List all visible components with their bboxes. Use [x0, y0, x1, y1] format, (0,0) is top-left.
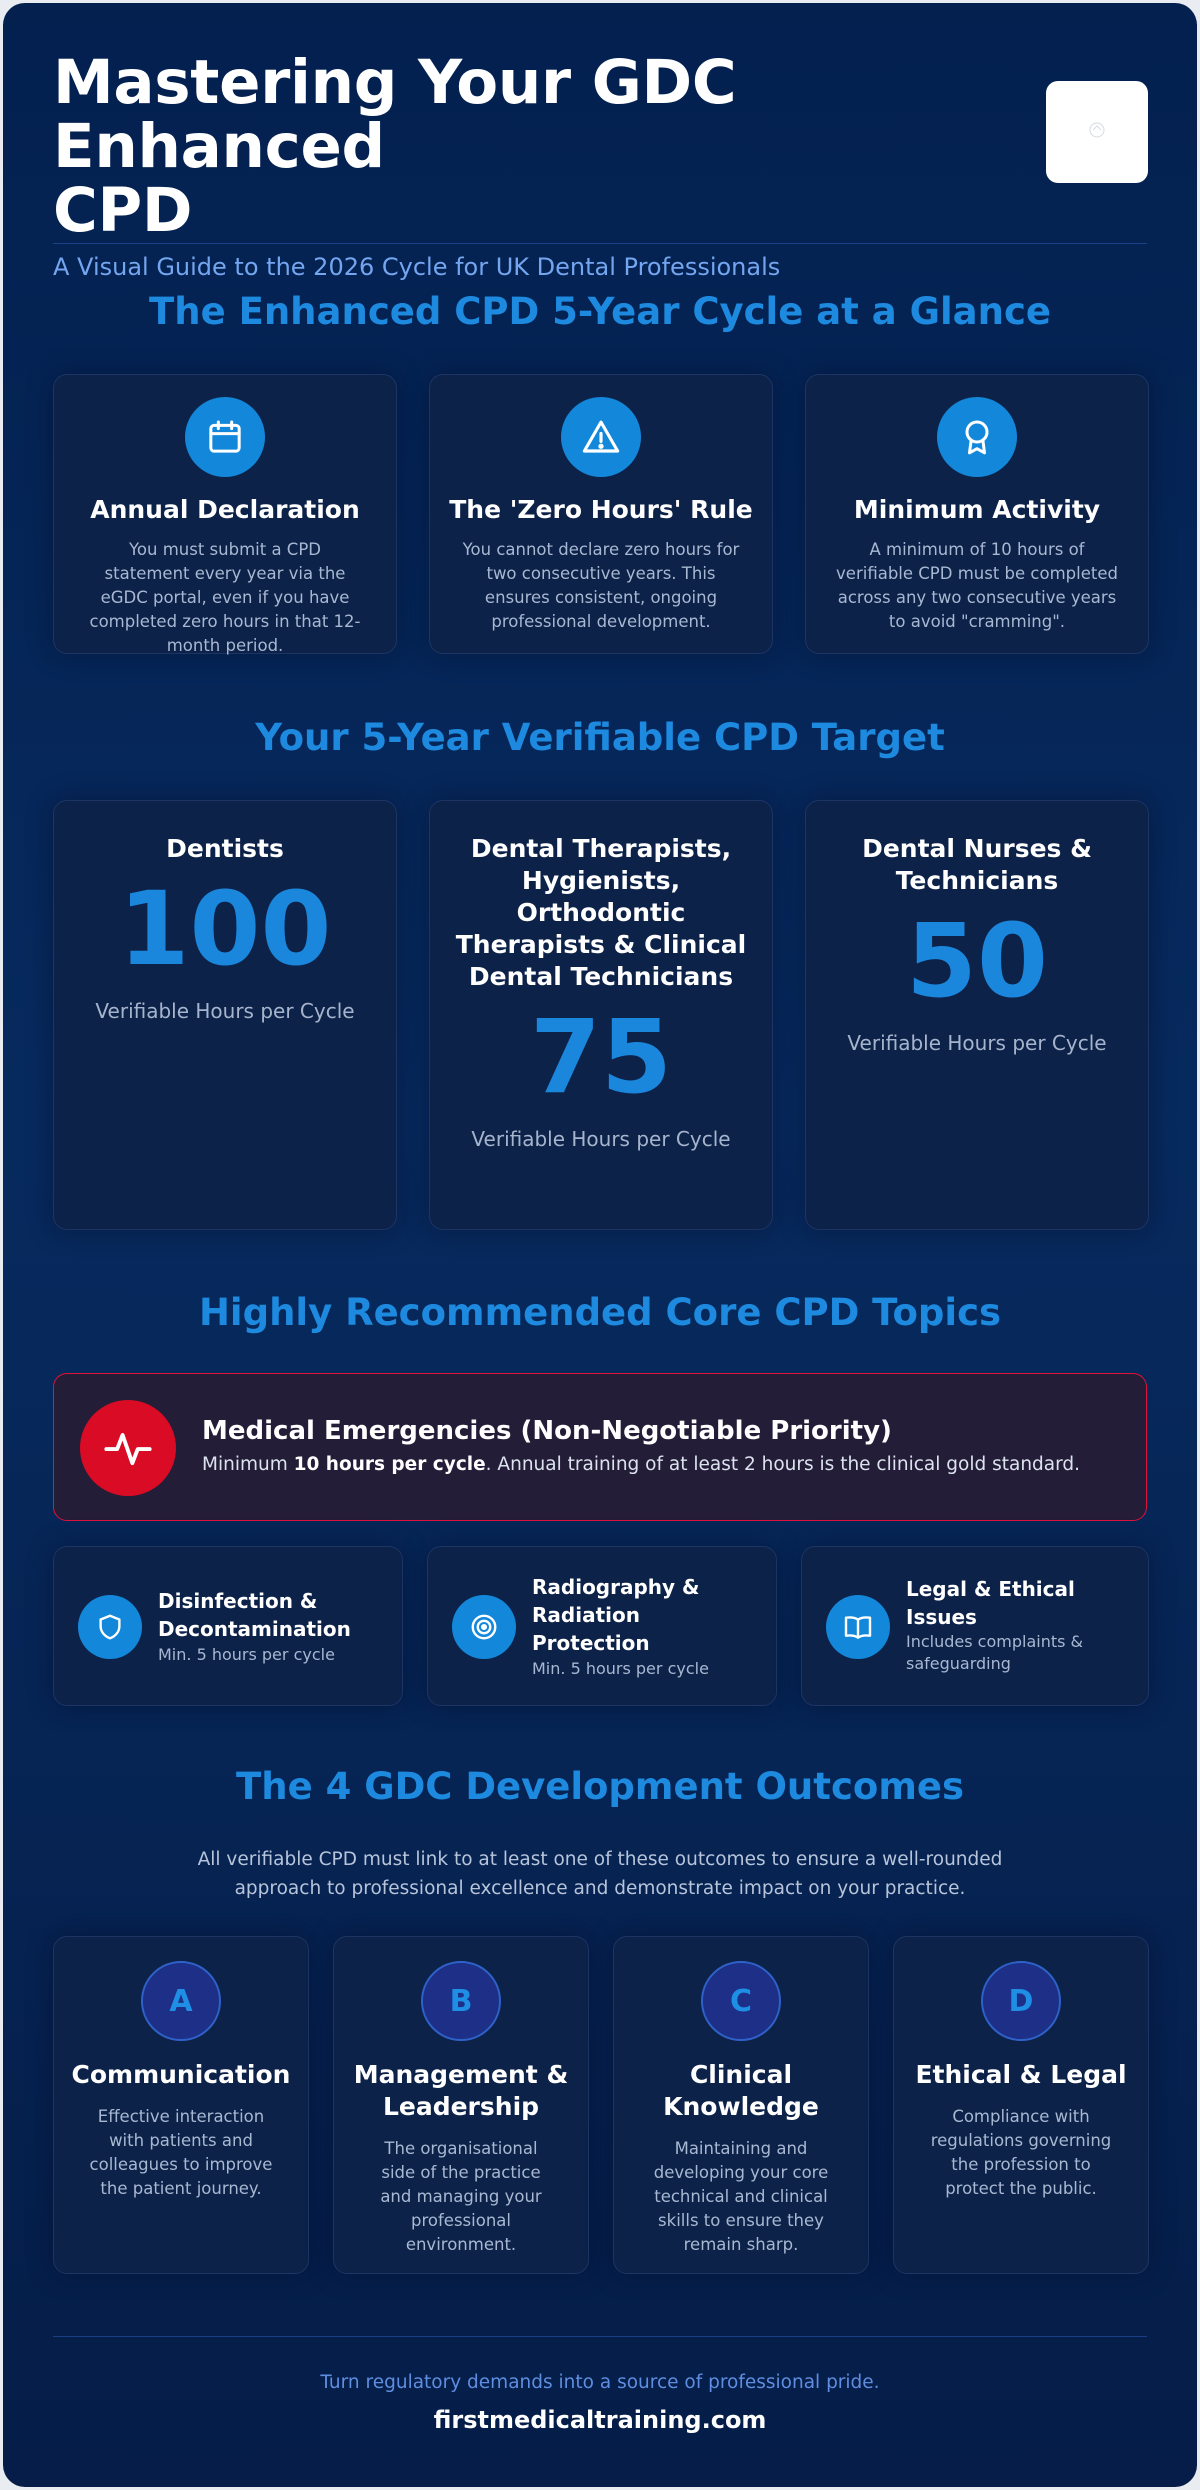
calendar-icon: [185, 397, 265, 477]
header: Mastering Your GDC Enhanced CPD A Visual…: [53, 51, 1053, 282]
warning-icon: [561, 397, 641, 477]
infographic-page: Mastering Your GDC Enhanced CPD A Visual…: [3, 3, 1197, 2487]
outcome-text: The organisational side of the practice …: [380, 2139, 542, 2254]
heartbeat-icon: [80, 1400, 176, 1496]
outcome-letter: C: [701, 1961, 781, 2041]
outcome-letter: B: [421, 1961, 501, 2041]
topic-subtitle: Min. 5 hours per cycle: [532, 1659, 709, 1678]
topic-subtitle: Includes complaints & safeguarding: [906, 1632, 1083, 1673]
outcome-letter: A: [141, 1961, 221, 2041]
cycle-card-text: You cannot declare zero hours for two co…: [462, 540, 740, 631]
emergency-desc-post: . Annual training of at least 2 hours is…: [485, 1454, 1081, 1475]
page-title-line-2: CPD: [53, 175, 193, 246]
outcome-title: Management & Leadership: [353, 2060, 569, 2121]
medical-emergencies-card: Medical Emergencies (Non-Negotiable Prio…: [53, 1373, 1147, 1521]
footer-divider: [53, 2336, 1147, 2337]
outcome-title: Clinical Knowledge: [663, 2060, 819, 2121]
emergency-title: Medical Emergencies (Non-Negotiable Prio…: [202, 1416, 892, 1446]
emergency-desc-bold: 10 hours per cycle: [293, 1454, 486, 1475]
award-icon: [937, 397, 1017, 477]
cycle-card-zero-hours: The 'Zero Hours' Rule You cannot declare…: [429, 374, 773, 654]
logo-mark-icon: [1089, 122, 1105, 138]
outcome-title: Ethical & Legal: [915, 2060, 1127, 2089]
target-role: Dental Therapists, Hygienists, Orthodont…: [455, 834, 747, 991]
outcome-text: Compliance with regulations governing th…: [930, 2107, 1112, 2198]
outcome-text: Effective interaction with patients and …: [89, 2107, 273, 2198]
targets-section-title: Your 5-Year Verifiable CPD Target: [255, 716, 945, 759]
page-subtitle: A Visual Guide to the 2026 Cycle for UK …: [53, 253, 781, 281]
target-hours-label: Verifiable Hours per Cycle: [95, 999, 355, 1023]
outcomes-intro: All verifiable CPD must link to at least…: [197, 1849, 1003, 1899]
radiation-target-icon: [452, 1595, 516, 1659]
topic-card-radiography: Radiography & Radiation Protection Min. …: [427, 1546, 777, 1706]
shield-icon: [78, 1595, 142, 1659]
topic-title: Radiography & Radiation Protection: [532, 1575, 700, 1655]
topic-card-disinfection: Disinfection & Decontamination Min. 5 ho…: [53, 1546, 403, 1706]
target-card-dentists: Dentists 100 Verifiable Hours per Cycle: [53, 800, 397, 1230]
book-icon: [826, 1595, 890, 1659]
topic-card-legal-ethical: Legal & Ethical Issues Includes complain…: [801, 1546, 1149, 1706]
footer-site-link[interactable]: firstmedicaltraining.com: [433, 2406, 767, 2434]
target-role: Dental Nurses & Technicians: [862, 834, 1092, 895]
outcome-text: Maintaining and developing your core tec…: [653, 2139, 829, 2254]
cycle-card-title: Minimum Activity: [853, 495, 1101, 524]
topic-title: Legal & Ethical Issues: [906, 1577, 1075, 1629]
header-divider: [53, 243, 1147, 244]
topic-title: Disinfection & Decontamination: [158, 1589, 351, 1641]
target-card-nurses: Dental Nurses & Technicians 50 Verifiabl…: [805, 800, 1149, 1230]
outcome-card-clinical: C Clinical Knowledge Maintaining and dev…: [613, 1936, 869, 2274]
outcome-card-communication: A Communication Effective interaction wi…: [53, 1936, 309, 2274]
cycle-card-text: A minimum of 10 hours of verifiable CPD …: [836, 540, 1118, 631]
page-title: Mastering Your GDC Enhanced CPD: [53, 51, 1053, 243]
topic-subtitle: Min. 5 hours per cycle: [158, 1645, 335, 1664]
outcome-card-ethical-legal: D Ethical & Legal Compliance with regula…: [893, 1936, 1149, 2274]
emergency-description: Minimum 10 hours per cycle. Annual train…: [202, 1454, 1080, 1475]
cycle-card-minimum-activity: Minimum Activity A minimum of 10 hours o…: [805, 374, 1149, 654]
target-role: Dentists: [166, 834, 284, 863]
target-card-therapists: Dental Therapists, Hygienists, Orthodont…: [429, 800, 773, 1230]
target-hours: 50: [906, 902, 1048, 1021]
target-hours: 75: [530, 998, 672, 1117]
target-hours-label: Verifiable Hours per Cycle: [847, 1031, 1107, 1055]
cycle-card-title: Annual Declaration: [90, 495, 360, 524]
target-hours-label: Verifiable Hours per Cycle: [471, 1127, 731, 1151]
outcomes-section-title: The 4 GDC Development Outcomes: [236, 1765, 964, 1808]
cycle-card-annual-declaration: Annual Declaration You must submit a CPD…: [53, 374, 397, 655]
cycle-section-title: The Enhanced CPD 5-Year Cycle at a Glanc…: [149, 290, 1051, 333]
target-hours: 100: [118, 870, 332, 989]
logo: [1046, 81, 1148, 183]
cycle-card-title: The 'Zero Hours' Rule: [449, 495, 753, 524]
page-title-line-1: Mastering Your GDC Enhanced: [53, 47, 737, 182]
outcome-card-management: B Management & Leadership The organisati…: [333, 1936, 589, 2274]
emergency-desc-pre: Minimum: [202, 1454, 294, 1475]
topics-section-title: Highly Recommended Core CPD Topics: [198, 1291, 1002, 1334]
cycle-card-text: You must submit a CPD statement every ye…: [89, 540, 361, 655]
footer-tagline: Turn regulatory demands into a source of…: [320, 2372, 880, 2393]
outcome-letter: D: [981, 1961, 1061, 2041]
outcome-title: Communication: [71, 2060, 291, 2089]
